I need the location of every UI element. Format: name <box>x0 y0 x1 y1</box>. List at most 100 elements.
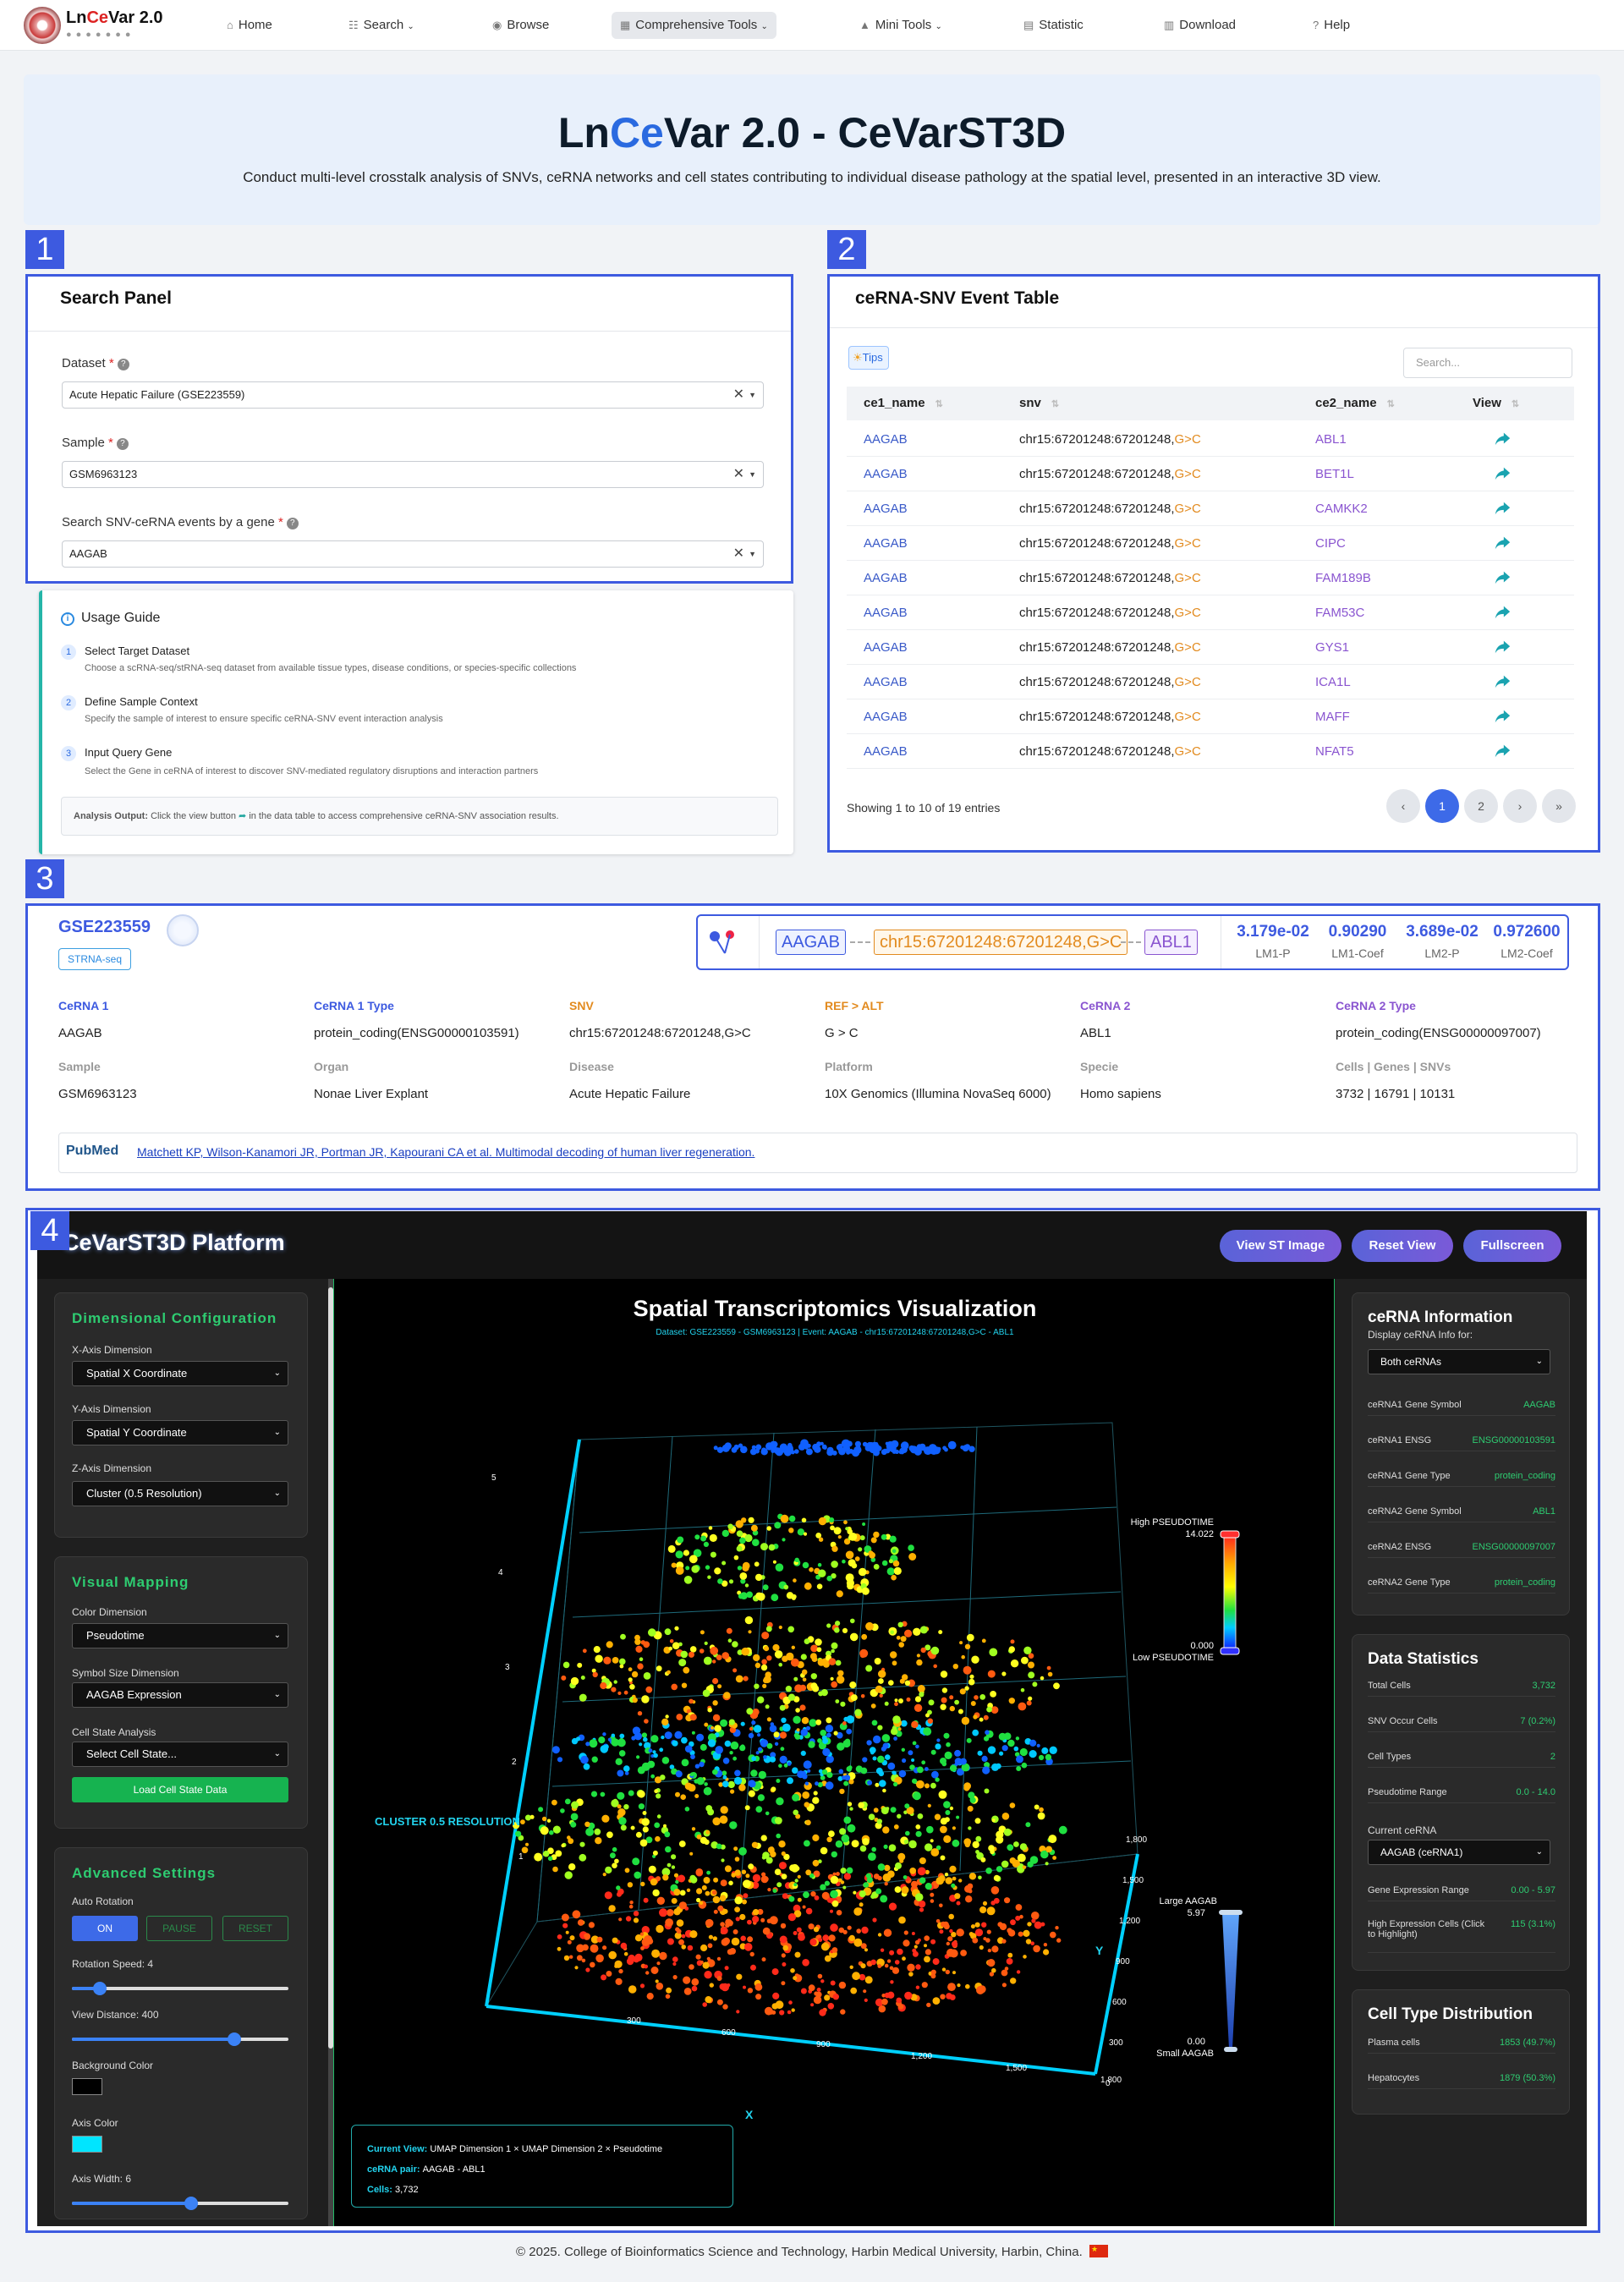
cell-point[interactable] <box>529 1814 535 1819</box>
background-color-picker[interactable] <box>72 2078 102 2095</box>
cell-point[interactable] <box>728 1579 734 1584</box>
cell-point[interactable] <box>972 1729 979 1736</box>
cell-point[interactable] <box>755 1806 763 1813</box>
cell-point[interactable] <box>771 1594 779 1602</box>
cell-point[interactable] <box>939 1903 943 1908</box>
cell-point[interactable] <box>842 1885 847 1890</box>
cell-point[interactable] <box>979 1717 984 1722</box>
cell-point[interactable] <box>750 1524 758 1532</box>
cell-point[interactable] <box>656 1896 665 1905</box>
ce2-link[interactable]: ICA1L <box>1315 675 1351 689</box>
cell-point[interactable] <box>741 1869 747 1874</box>
cell-point[interactable] <box>831 1947 838 1953</box>
cell-point[interactable] <box>671 1768 678 1775</box>
cell-point[interactable] <box>915 1985 920 1989</box>
cell-point[interactable] <box>862 1441 868 1447</box>
cell-point[interactable] <box>602 1732 606 1736</box>
cell-point[interactable] <box>614 1964 618 1968</box>
cell-point[interactable] <box>1010 1659 1019 1668</box>
cell-point[interactable] <box>552 1825 561 1834</box>
cell-point[interactable] <box>840 1880 845 1884</box>
cell-point[interactable] <box>832 1872 837 1876</box>
cell-point[interactable] <box>893 1566 902 1575</box>
cell-point[interactable] <box>727 1523 733 1530</box>
cell-point[interactable] <box>561 1843 565 1848</box>
cell-point[interactable] <box>1015 1736 1020 1741</box>
cell-point[interactable] <box>954 1893 961 1900</box>
cell-point[interactable] <box>726 1627 732 1634</box>
cell-point[interactable] <box>730 1741 739 1750</box>
cell-point[interactable] <box>1013 1841 1019 1847</box>
cell-point[interactable] <box>887 1870 895 1878</box>
cell-point[interactable] <box>740 1935 746 1942</box>
cell-point[interactable] <box>901 1747 905 1752</box>
cell-point[interactable] <box>990 1886 1000 1895</box>
cell-point[interactable] <box>906 1697 911 1702</box>
cell-point[interactable] <box>755 1994 762 2000</box>
cell-point[interactable] <box>847 1802 853 1807</box>
cell-point[interactable] <box>626 1957 634 1966</box>
cell-point[interactable] <box>837 1670 844 1676</box>
cell-point[interactable] <box>769 1916 778 1925</box>
cell-point[interactable] <box>917 1813 924 1819</box>
cell-point[interactable] <box>911 1720 919 1729</box>
cell-point[interactable] <box>733 1846 738 1851</box>
cell-point[interactable] <box>800 1750 806 1756</box>
cell-point[interactable] <box>1007 1952 1013 1958</box>
cell-point[interactable] <box>881 1560 888 1566</box>
gene-select[interactable]: AAGAB ✕ ▼ <box>62 540 764 568</box>
cell-point[interactable] <box>772 1992 780 1999</box>
cell-point[interactable] <box>693 1549 702 1557</box>
cell-point[interactable] <box>612 1937 618 1944</box>
cell-point[interactable] <box>699 1901 704 1906</box>
cell-point[interactable] <box>641 1732 647 1738</box>
cell-point[interactable] <box>655 1979 659 1983</box>
cell-point[interactable] <box>683 1988 692 1995</box>
cell-point[interactable] <box>884 1882 888 1886</box>
cell-point[interactable] <box>837 1731 843 1739</box>
cell-point[interactable] <box>700 1630 705 1635</box>
cell-point[interactable] <box>940 1670 948 1678</box>
cell-point[interactable] <box>605 1866 612 1874</box>
cell-point[interactable] <box>848 1448 854 1454</box>
cell-point[interactable] <box>823 1661 830 1668</box>
cell-point[interactable] <box>826 1732 831 1738</box>
cell-point[interactable] <box>788 2000 793 2005</box>
cell-point[interactable] <box>639 1983 645 1989</box>
cell-point[interactable] <box>1008 1698 1015 1704</box>
cell-point[interactable] <box>797 1897 802 1902</box>
share-arrow-icon[interactable] <box>1493 603 1512 622</box>
cell-point[interactable] <box>947 1440 957 1450</box>
cell-point[interactable] <box>908 1972 914 1977</box>
cell-point[interactable] <box>671 1897 678 1904</box>
cell-point[interactable] <box>943 1835 952 1843</box>
cell-point[interactable] <box>864 1976 873 1984</box>
cell-point[interactable] <box>655 1835 661 1842</box>
header-snv[interactable]: snv ⇅ <box>1019 396 1060 410</box>
cell-point[interactable] <box>642 1826 649 1833</box>
cell-point[interactable] <box>787 1913 797 1922</box>
cell-point[interactable] <box>824 1880 831 1886</box>
cell-point[interactable] <box>961 1763 970 1772</box>
rotation-on-button[interactable]: ON <box>72 1916 138 1941</box>
cell-point[interactable] <box>702 2002 707 2007</box>
cell-point[interactable] <box>672 1961 677 1967</box>
cell-point[interactable] <box>721 1983 729 1992</box>
cell-point[interactable] <box>814 1445 821 1453</box>
cell-point[interactable] <box>618 1917 623 1922</box>
clear-icon[interactable]: ✕ <box>732 546 744 561</box>
share-arrow-icon[interactable] <box>1493 638 1512 656</box>
cell-point[interactable] <box>723 1692 731 1699</box>
cell-point[interactable] <box>890 1651 897 1659</box>
cell-point[interactable] <box>802 1905 806 1909</box>
cell-point[interactable] <box>749 1951 754 1957</box>
cell-point[interactable] <box>729 1751 733 1755</box>
ce1-link[interactable]: AAGAB <box>864 744 908 759</box>
cell-point[interactable] <box>727 1949 733 1956</box>
cell-point[interactable] <box>712 1700 718 1706</box>
cell-point[interactable] <box>681 1736 688 1744</box>
reset-view-button[interactable]: Reset View <box>1352 1230 1453 1262</box>
cell-point[interactable] <box>902 1956 906 1961</box>
cell-point[interactable] <box>1040 1676 1045 1681</box>
cell-point[interactable] <box>848 1533 858 1541</box>
